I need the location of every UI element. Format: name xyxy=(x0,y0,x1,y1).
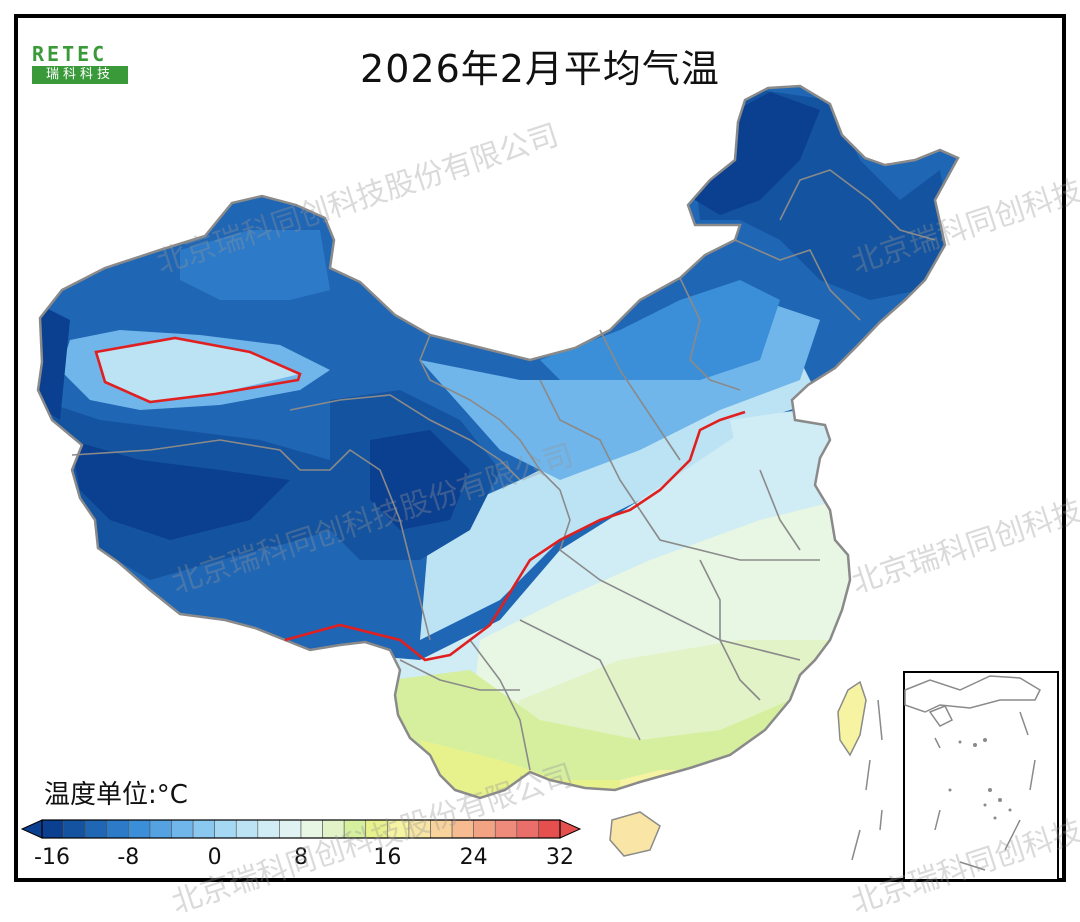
temperature-map: -16 -8 0 8 16 24 32 xyxy=(20,84,1059,881)
legend-tick-label: 0 xyxy=(208,845,222,870)
legend-colorbar xyxy=(20,819,582,839)
company-logo: RETEC 瑞科科技 xyxy=(32,44,128,84)
legend-swatch xyxy=(516,819,539,839)
legend-tick-label: 16 xyxy=(373,845,401,870)
legend-swatch xyxy=(494,819,518,839)
zero-isotherm xyxy=(94,336,746,662)
legend-swatch xyxy=(84,819,108,839)
legend-tick-label: -16 xyxy=(34,845,70,870)
south-china-sea-inset xyxy=(903,671,1059,881)
legend-swatch xyxy=(128,819,151,839)
hainan-island xyxy=(609,811,661,857)
legend-swatch xyxy=(257,819,280,839)
legend-tick-label: -8 xyxy=(117,845,139,870)
legend-swatch xyxy=(279,819,302,839)
legend-swatch xyxy=(214,819,237,839)
legend-tick-label: 32 xyxy=(546,845,574,870)
taiwan-island xyxy=(837,680,867,757)
legend-swatch xyxy=(171,819,194,839)
legend-tick-label: 8 xyxy=(294,845,308,870)
map-title: 2026年2月平均气温 xyxy=(360,47,720,91)
legend-swatch xyxy=(149,819,172,839)
legend-swatch xyxy=(41,819,64,839)
legend-swatch xyxy=(235,819,259,839)
legend-tick-label: 24 xyxy=(460,845,488,870)
nine-dash-segments xyxy=(851,699,883,861)
legend-swatch xyxy=(538,819,561,839)
logo-brand-cn: 瑞科科技 xyxy=(32,66,128,84)
legend-max-arrow xyxy=(559,819,582,839)
legend-ticks: -16 -8 0 8 16 24 32 xyxy=(34,845,574,870)
legend-swatch xyxy=(192,819,215,839)
province-borders xyxy=(71,169,936,771)
country-border xyxy=(36,84,960,800)
legend-swatch xyxy=(63,819,86,839)
legend-unit-label: 温度单位:°C xyxy=(44,780,188,810)
legend-swatch xyxy=(106,819,129,839)
logo-brand: RETEC xyxy=(32,42,108,66)
legend-min-arrow xyxy=(20,819,43,839)
